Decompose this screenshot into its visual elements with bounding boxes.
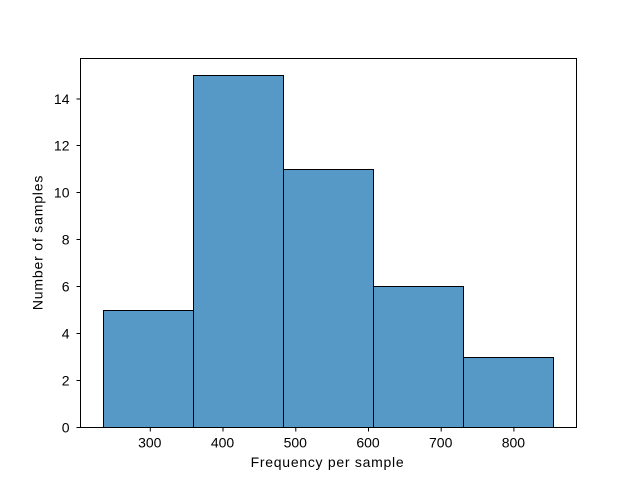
svg-text:300: 300: [138, 435, 162, 451]
svg-text:12: 12: [54, 138, 70, 154]
svg-text:700: 700: [429, 435, 453, 451]
svg-text:500: 500: [284, 435, 308, 451]
svg-text:400: 400: [211, 435, 235, 451]
svg-text:0: 0: [62, 420, 70, 436]
svg-text:2: 2: [62, 373, 70, 389]
svg-text:4: 4: [62, 326, 70, 342]
svg-text:10: 10: [54, 185, 70, 201]
svg-text:8: 8: [62, 232, 70, 248]
svg-text:Number of samples: Number of samples: [30, 175, 46, 310]
svg-text:6: 6: [62, 279, 70, 295]
svg-text:Frequency per sample: Frequency per sample: [251, 454, 405, 470]
svg-text:600: 600: [356, 435, 380, 451]
svg-text:800: 800: [502, 435, 526, 451]
svg-text:14: 14: [54, 91, 70, 107]
